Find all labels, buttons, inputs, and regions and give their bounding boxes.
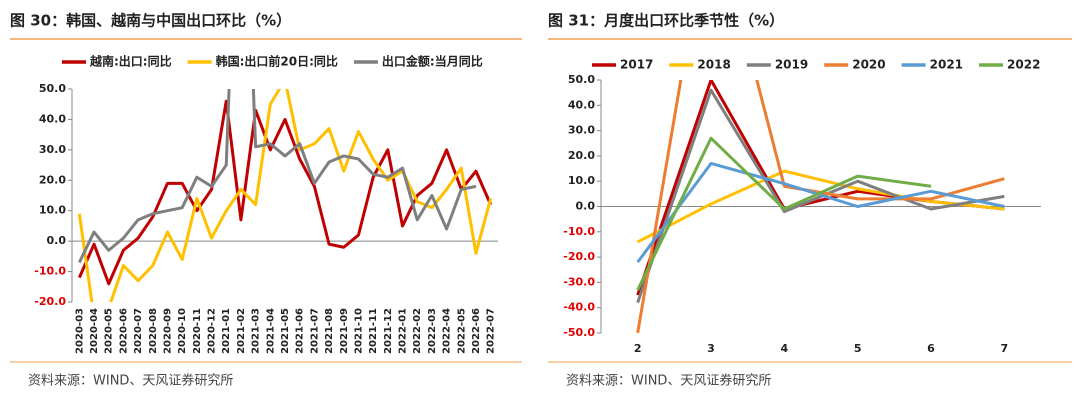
x-tick-label: 2020-12	[207, 308, 218, 354]
x-tick-label: 2020-10	[177, 308, 188, 354]
plot-area	[636, 80, 1005, 333]
x-tick-label: 4	[781, 342, 789, 355]
x-tick-label: 3	[707, 342, 715, 355]
legend-label: 2021	[930, 58, 963, 72]
x-tick-label: 2022-07	[486, 308, 497, 354]
legend-label: 2018	[697, 58, 730, 72]
x-tick-label: 2020-08	[148, 308, 159, 354]
x-tick-label: 2021-02	[236, 308, 247, 354]
chart-title: 图 31：月度出口环比季节性（%）	[548, 12, 784, 30]
source-note: 资料来源：WIND、天风证券研究所	[28, 373, 233, 389]
y-tick-label: 20.0	[39, 173, 66, 186]
x-tick-label: 2020-11	[192, 308, 203, 354]
x-tick-label: 2021-03	[251, 308, 262, 354]
y-tick-label: 50.0	[568, 73, 595, 86]
x-tick-label: 2021-05	[280, 308, 291, 354]
y-tick-label: 0.0	[576, 200, 596, 213]
x-tick-label: 2021-10	[353, 308, 364, 354]
x-tick-label: 7	[1001, 342, 1009, 355]
y-tick-label: -10.0	[563, 225, 595, 238]
y-tick-label: 20.0	[568, 149, 595, 162]
y-tick-label: -20.0	[34, 295, 66, 308]
legend-label: 出口金额:当月同比	[382, 54, 483, 69]
y-tick-label: 40.0	[39, 112, 66, 125]
x-tick-label: 2022-06	[471, 308, 482, 354]
legend-label: 2017	[620, 58, 653, 72]
series-line	[77, 89, 493, 302]
y-tick-label: 0.0	[47, 234, 67, 247]
series-line	[77, 89, 477, 264]
legend-label: 2019	[775, 58, 808, 72]
y-tick-label: -30.0	[563, 275, 595, 288]
y-tick-label: -50.0	[563, 326, 595, 339]
x-tick-label: 2021-06	[295, 308, 306, 354]
x-tick-label: 2021-01	[221, 308, 232, 354]
y-tick-label: 40.0	[568, 98, 595, 111]
x-tick-label: 2021-12	[383, 308, 394, 354]
x-tick-label: 2021-04	[265, 308, 276, 354]
x-tick-label: 6	[927, 342, 935, 355]
legend-label: 2022	[1007, 58, 1040, 72]
x-tick-label: 2021-09	[339, 308, 350, 354]
y-tick-label: 50.0	[39, 82, 66, 95]
series-line	[636, 80, 1005, 333]
y-tick-label: 10.0	[39, 204, 66, 217]
y-tick-label: 30.0	[39, 143, 66, 156]
x-tick-label: 2022-02	[412, 308, 423, 354]
x-tick-label: 2021-11	[368, 308, 379, 354]
x-tick-label: 2	[634, 342, 642, 355]
y-tick-label: -10.0	[34, 265, 66, 278]
chart-title: 图 30：韩国、越南与中国出口环比（%）	[10, 12, 291, 30]
x-tick-label: 2022-01	[398, 308, 409, 354]
x-tick-label: 2022-05	[456, 308, 467, 354]
x-tick-label: 2020-05	[104, 308, 115, 354]
source-note: 资料来源：WIND、天风证券研究所	[566, 373, 771, 389]
legend-label: 2020	[852, 58, 885, 72]
x-tick-label: 2020-07	[133, 308, 144, 354]
y-tick-label: 10.0	[568, 174, 595, 187]
x-tick-label: 2020-06	[118, 308, 129, 354]
x-tick-label: 5	[854, 342, 862, 355]
y-tick-label: -40.0	[563, 301, 595, 314]
x-tick-label: 2020-09	[162, 308, 173, 354]
y-tick-label: 30.0	[568, 124, 595, 137]
plot-area	[77, 89, 493, 302]
x-tick-label: 2022-04	[442, 308, 453, 354]
series-line	[636, 161, 1005, 264]
legend-label: 越南:出口:同比	[89, 54, 172, 69]
x-tick-label: 2021-08	[324, 308, 335, 354]
y-tick-label: -20.0	[563, 250, 595, 263]
series-line	[636, 136, 932, 291]
series-line	[636, 169, 1005, 244]
x-tick-label: 2020-04	[89, 308, 100, 354]
x-tick-label: 2020-03	[74, 308, 85, 354]
series-line	[77, 99, 493, 286]
x-tick-label: 2022-03	[427, 308, 438, 354]
x-tick-label: 2021-07	[309, 308, 320, 354]
legend-label: 韩国:出口前20日:同比	[216, 54, 338, 69]
